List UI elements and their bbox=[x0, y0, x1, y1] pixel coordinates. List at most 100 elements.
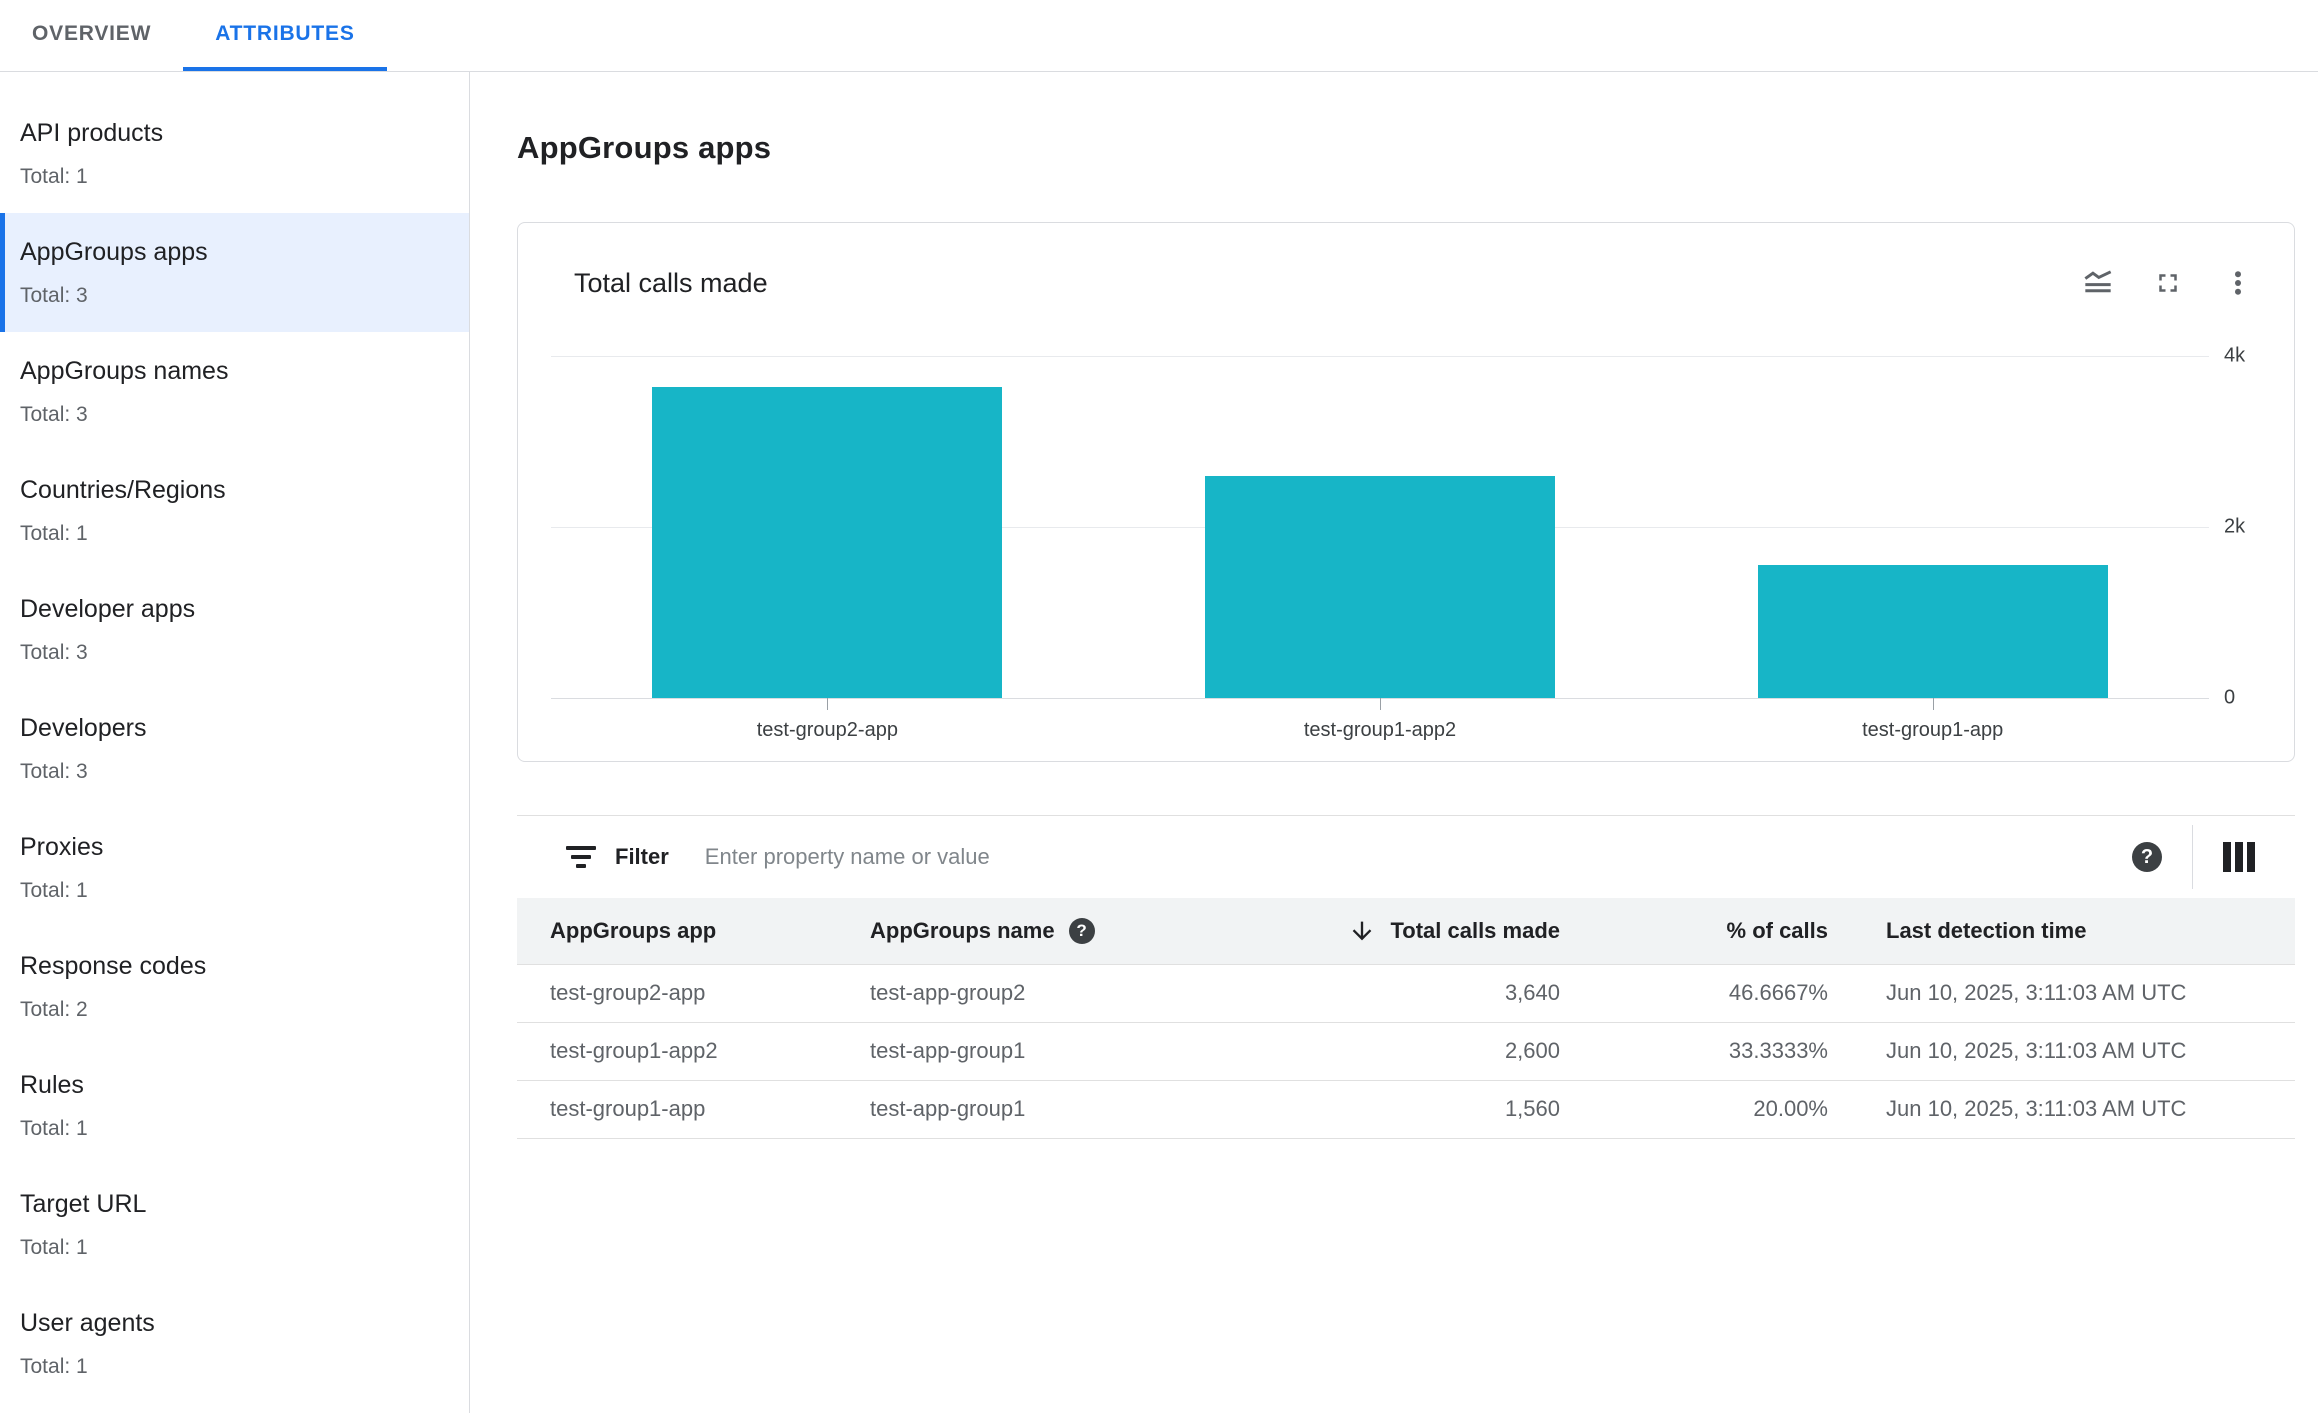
sidebar-item-total: Total: 3 bbox=[20, 641, 88, 664]
table-row: test-group1-app test-app-group1 1,560 20.00… bbox=[517, 1080, 2295, 1138]
table-cell: 3,640 bbox=[1504, 980, 1560, 1005]
more-options-icon[interactable] bbox=[2222, 267, 2254, 299]
chart-bars: test-group2-app test-group1-app2 test-grou… bbox=[551, 356, 2209, 741]
sidebar-item-total: Total: 3 bbox=[20, 284, 88, 307]
x-axis-label: test-group2-app bbox=[756, 719, 898, 741]
sidebar-item-user-agents[interactable]: User agents Total: 1 bbox=[0, 1284, 469, 1403]
sidebar-item-proxies[interactable]: Proxies Total: 1 bbox=[0, 808, 469, 927]
col-header-appgroups-app[interactable]: AppGroups app bbox=[550, 917, 717, 943]
table-cell: Jun 10, 2025, 3:11:03 AM UTC bbox=[1886, 980, 2187, 1005]
sidebar-item-label: Developer apps bbox=[20, 595, 196, 623]
x-axis-tick bbox=[1380, 698, 1381, 710]
sidebar-item-label: Rules bbox=[20, 1071, 84, 1099]
table-cell: test-group1-app bbox=[550, 1096, 706, 1121]
tab-overview-label: OVERVIEW bbox=[32, 21, 152, 45]
col-header-last-detection[interactable]: Last detection time bbox=[1886, 917, 2087, 943]
table-cell: test-group1-app2 bbox=[550, 1038, 718, 1063]
appgroups-name-help-icon[interactable]: ? bbox=[1068, 917, 1095, 944]
table-header-row: AppGroups app AppGroups name ? bbox=[517, 898, 2295, 964]
table-row: test-group1-app2 test-app-group1 2,600 33.3… bbox=[517, 1022, 2295, 1080]
col-header-percent-calls[interactable]: % of calls bbox=[1726, 917, 1828, 943]
chart-card-header: Total calls made bbox=[518, 223, 2294, 299]
sidebar-item-total: Total: 3 bbox=[20, 403, 88, 426]
col-header-appgroups-name[interactable]: AppGroups name ? bbox=[870, 898, 1310, 964]
sidebar-item-label: AppGroups apps bbox=[20, 238, 208, 266]
sidebar-item-label: User agents bbox=[20, 1309, 155, 1337]
bar-test-group2-app[interactable] bbox=[652, 386, 1003, 698]
table-cell: test-app-group1 bbox=[870, 1038, 1026, 1063]
bar-slot: test-group1-app2 bbox=[1104, 356, 1657, 741]
column-settings-icon[interactable] bbox=[2223, 842, 2255, 872]
sidebar-item-total: Total: 1 bbox=[20, 1355, 88, 1378]
tab-overview[interactable]: OVERVIEW bbox=[0, 0, 183, 71]
table-cell: Jun 10, 2025, 3:11:03 AM UTC bbox=[1886, 1038, 2187, 1063]
col-header-total-calls[interactable]: Total calls made bbox=[1310, 898, 1560, 964]
table-cell: 46.6667% bbox=[1728, 980, 1828, 1005]
table-cell: 2,600 bbox=[1504, 1038, 1560, 1063]
help-icon[interactable]: ? bbox=[2132, 842, 2162, 872]
sidebar-item-total: Total: 1 bbox=[20, 522, 88, 545]
sidebar-item-rules[interactable]: Rules Total: 1 bbox=[0, 1046, 469, 1165]
fullscreen-icon[interactable] bbox=[2152, 267, 2184, 299]
tab-attributes[interactable]: ATTRIBUTES bbox=[183, 0, 387, 71]
filter-icon bbox=[565, 846, 597, 868]
bar-slot: test-group1-app bbox=[1656, 356, 2209, 741]
sidebar-item-total: Total: 3 bbox=[20, 760, 88, 783]
bar-slot: test-group2-app bbox=[551, 356, 1104, 741]
table-cell: test-group2-app bbox=[550, 980, 706, 1005]
sidebar-item-total: Total: 1 bbox=[20, 165, 88, 188]
sidebar-item-label: Proxies bbox=[20, 833, 104, 861]
sidebar-item-label: API products bbox=[20, 119, 164, 147]
sidebar-item-label: Target URL bbox=[20, 1190, 147, 1218]
sidebar-item-total: Total: 1 bbox=[20, 879, 88, 902]
table-cell: 33.3333% bbox=[1728, 1038, 1828, 1063]
table-body: test-group2-app test-app-group2 3,640 46.66… bbox=[517, 964, 2295, 1138]
bar-test-group1-app2[interactable] bbox=[1205, 475, 1555, 698]
sidebar-item-label: AppGroups names bbox=[20, 357, 229, 385]
bar-chart: test-group2-app test-group1-app2 test-grou… bbox=[551, 345, 2245, 741]
content-row: API products Total: 1 AppGroups apps Total:… bbox=[0, 72, 2318, 1413]
sort-desc-icon bbox=[1348, 917, 1376, 945]
sidebar-item-label: Countries/Regions bbox=[20, 476, 226, 504]
bar-test-group1-app[interactable] bbox=[1757, 564, 2108, 698]
x-axis-tick bbox=[1932, 698, 1934, 710]
sidebar-item-developers[interactable]: Developers Total: 3 bbox=[0, 689, 469, 808]
x-axis-tick bbox=[827, 698, 829, 710]
table-row: test-group2-app test-app-group2 3,640 46.66… bbox=[517, 964, 2295, 1022]
y-axis-tick-label: 2k bbox=[2224, 515, 2246, 538]
main-content: AppGroups apps Total calls made bbox=[470, 72, 2318, 1413]
attributes-table: AppGroups app AppGroups name ? bbox=[517, 898, 2295, 1139]
table-cell: Jun 10, 2025, 3:11:03 AM UTC bbox=[1886, 1096, 2187, 1121]
tab-attributes-label: ATTRIBUTES bbox=[215, 21, 355, 45]
tab-bar: OVERVIEW ATTRIBUTES bbox=[0, 0, 2318, 72]
sidebar-item-total: Total: 2 bbox=[20, 998, 88, 1021]
chart-card-actions bbox=[2082, 267, 2254, 299]
table-section: Filter ? bbox=[517, 815, 2295, 1139]
x-axis-label: test-group1-app2 bbox=[1303, 719, 1457, 741]
filter-row: Filter ? bbox=[517, 816, 2295, 898]
sidebar-item-total: Total: 1 bbox=[20, 1117, 88, 1140]
sidebar-item-response-codes[interactable]: Response codes Total: 2 bbox=[0, 927, 469, 1046]
table-cell: test-app-group2 bbox=[870, 980, 1026, 1005]
filter-actions: ? bbox=[2132, 825, 2255, 889]
sidebar: API products Total: 1 AppGroups apps Total:… bbox=[0, 72, 470, 1413]
sidebar-item-appgroups-apps[interactable]: AppGroups apps Total: 3 bbox=[0, 213, 469, 332]
filter-divider bbox=[2192, 825, 2193, 889]
table-cell: 1,560 bbox=[1504, 1096, 1560, 1121]
table-cell: test-app-group1 bbox=[870, 1096, 1026, 1121]
area-chart-icon[interactable] bbox=[2082, 267, 2114, 299]
sidebar-item-label: Response codes bbox=[20, 952, 207, 980]
filter-label: Filter bbox=[615, 844, 669, 869]
sidebar-item-appgroups-names[interactable]: AppGroups names Total: 3 bbox=[0, 332, 469, 451]
sidebar-item-api-products[interactable]: API products Total: 1 bbox=[0, 94, 469, 213]
chart-card: Total calls made bbox=[517, 222, 2295, 762]
sidebar-item-total: Total: 1 bbox=[20, 1236, 88, 1259]
chart-title: Total calls made bbox=[574, 267, 768, 298]
sidebar-item-target-url[interactable]: Target URL Total: 1 bbox=[0, 1165, 469, 1284]
gridline bbox=[551, 356, 2209, 357]
sidebar-item-developer-apps[interactable]: Developer apps Total: 3 bbox=[0, 570, 469, 689]
sidebar-item-countries-regions[interactable]: Countries/Regions Total: 1 bbox=[0, 451, 469, 570]
table-cell: 20.00% bbox=[1753, 1096, 1828, 1121]
sidebar-item-label: Developers bbox=[20, 714, 147, 742]
filter-input[interactable] bbox=[702, 843, 2132, 871]
